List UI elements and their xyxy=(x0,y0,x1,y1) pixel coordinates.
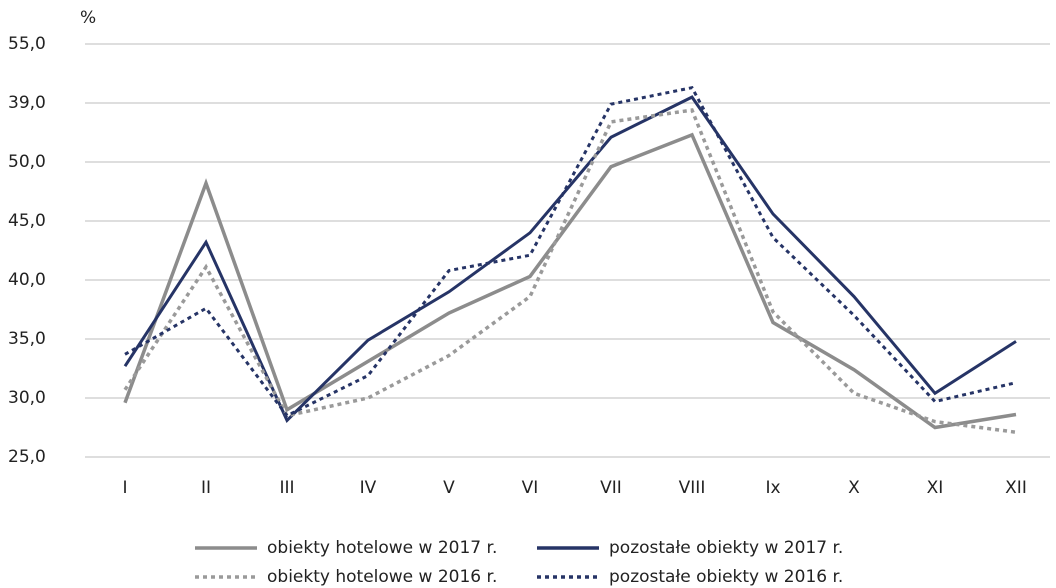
legend-label: pozostałe obiekty w 2016 r. xyxy=(609,567,843,587)
series-line xyxy=(123,132,1017,430)
series-line xyxy=(123,95,1017,424)
y-tick-label: 35,0 xyxy=(8,329,46,349)
legend-label: pozostałe obiekty w 2017 r. xyxy=(609,538,843,558)
x-tick-label: VII xyxy=(600,478,622,498)
x-tick-label: VIII xyxy=(679,478,706,498)
x-tick-label: XII xyxy=(1005,478,1027,498)
legend-label: obiekty hotelowe w 2016 r. xyxy=(267,567,497,587)
x-tick-label: X xyxy=(848,478,860,498)
y-tick-label: 40,0 xyxy=(8,270,46,290)
x-tick-label: IV xyxy=(360,478,377,498)
y-tick-label: 45,0 xyxy=(8,211,46,231)
x-tick-label: I xyxy=(122,478,127,498)
y-axis-unit: % xyxy=(80,8,96,28)
x-tick-label: III xyxy=(279,478,294,498)
y-tick-label: 30,0 xyxy=(8,388,46,408)
x-tick-label: VI xyxy=(522,478,539,498)
x-tick-label: V xyxy=(443,478,455,498)
x-tick-label: XI xyxy=(927,478,944,498)
y-tick-label: 25,0 xyxy=(8,447,46,467)
y-tick-label: 50,0 xyxy=(8,152,46,172)
y-tick-label: 55,0 xyxy=(8,34,46,54)
x-tick-label: Ix xyxy=(765,478,780,498)
series-line xyxy=(124,85,1017,418)
legend-label: obiekty hotelowe w 2017 r. xyxy=(267,538,497,558)
series-line xyxy=(123,108,1017,434)
y-tick-label: 39,0 xyxy=(8,93,46,113)
x-tick-label: II xyxy=(201,478,211,498)
